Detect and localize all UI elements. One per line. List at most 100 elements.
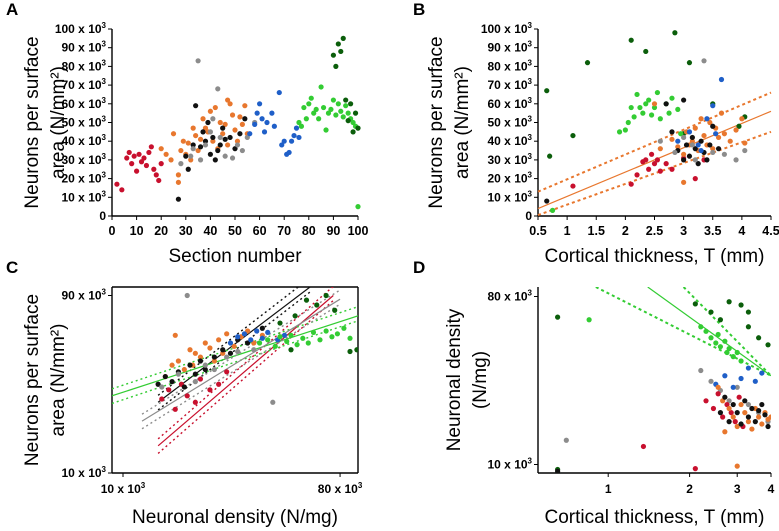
data-point-orange: [756, 414, 762, 420]
data-point-gray: [239, 147, 245, 154]
data-point-blue: [722, 373, 728, 379]
data-point-black: [205, 119, 211, 126]
data-point-red: [197, 376, 204, 382]
x-tick-label: 2: [686, 482, 693, 496]
data-point-gray: [224, 354, 230, 360]
data-point-black: [259, 325, 265, 331]
data-point-orange: [222, 121, 228, 127]
x-tick-label: 80 x 103: [318, 481, 363, 496]
data-point-orange: [168, 157, 174, 163]
data-point-green: [308, 95, 314, 101]
data-point-orange: [175, 172, 182, 178]
data-point-darkgreen: [584, 60, 591, 66]
data-point-red: [158, 161, 164, 167]
data-point-orange: [715, 134, 722, 141]
data-point-green: [640, 110, 646, 116]
data-point-darkgreen: [355, 125, 361, 131]
data-point-blue: [248, 337, 254, 343]
data-point-green: [330, 97, 336, 103]
data-point-green: [726, 345, 732, 352]
data-point-gray: [681, 134, 687, 141]
data-point-black: [722, 394, 728, 400]
y-tick-label: 90 x 103: [62, 40, 107, 55]
data-point-black: [202, 366, 208, 373]
data-point-green: [288, 332, 294, 338]
data-point-green: [715, 331, 721, 338]
x-tick-label: 3.5: [704, 224, 721, 238]
data-point-red: [184, 393, 190, 399]
y-tick-label: 40 x 103: [62, 133, 107, 148]
data-point-darkgreen: [354, 347, 358, 353]
data-point-red: [136, 151, 142, 157]
data-point-green: [305, 340, 311, 346]
data-point-orange: [195, 147, 201, 154]
data-point-green: [298, 123, 305, 129]
data-point-blue: [259, 335, 265, 341]
data-point-orange: [707, 119, 713, 126]
data-point-red: [570, 183, 576, 189]
data-point-green: [325, 110, 332, 116]
data-point-orange: [197, 354, 204, 360]
data-point-gray: [710, 149, 716, 156]
data-point-gray: [734, 384, 740, 390]
data-point-black: [717, 410, 724, 416]
data-point-blue: [254, 328, 260, 334]
data-point-gray: [207, 129, 213, 135]
data-point-red: [134, 168, 140, 174]
data-point-black: [220, 347, 226, 353]
y-tick-label: 20 x 103: [488, 171, 533, 186]
data-point-green: [323, 127, 329, 133]
data-point-red: [138, 159, 145, 165]
data-point-black: [200, 129, 206, 135]
data-point-blue: [254, 110, 260, 116]
data-point-orange: [190, 125, 196, 131]
x-tick-label: 3: [734, 482, 741, 496]
x-tick-label: 1.5: [588, 224, 605, 238]
data-point-green: [347, 335, 353, 341]
data-point-blue: [718, 76, 725, 83]
data-point-blue: [241, 331, 248, 337]
data-point-blue: [745, 365, 752, 371]
fit-line-green: [112, 315, 358, 397]
data-point-black: [765, 423, 771, 430]
data-point-red: [153, 172, 159, 178]
y-tick-label: 60 x 103: [62, 96, 107, 111]
data-point-green: [345, 110, 351, 116]
data-point-red: [736, 394, 742, 400]
data-point-darkgreen: [672, 30, 678, 36]
y-tick-label: 10 x 103: [62, 189, 107, 204]
fit-ci-green: [112, 305, 358, 390]
data-point-orange: [193, 132, 199, 139]
data-point-green: [657, 116, 663, 122]
data-point-blue: [281, 332, 288, 338]
data-point-red: [628, 181, 634, 187]
data-point-green: [284, 338, 290, 344]
data-point-green: [708, 335, 714, 341]
data-point-green: [296, 119, 302, 126]
data-point-darkgreen: [288, 347, 294, 353]
data-point-green: [335, 101, 341, 107]
fit-ci-red: [157, 299, 334, 454]
data-point-black: [197, 358, 204, 364]
data-point-black: [245, 340, 251, 346]
data-point-green: [329, 334, 335, 340]
fit-line-red: [157, 295, 334, 447]
data-point-darkgreen: [555, 314, 561, 320]
data-point-darkgreen: [547, 153, 553, 159]
data-point-red: [710, 405, 717, 412]
data-point-darkgreen: [348, 101, 354, 107]
data-point-orange: [237, 114, 243, 120]
data-point-orange: [242, 103, 248, 109]
y-tick-label: 70 x 103: [488, 77, 533, 92]
data-point-red: [643, 157, 649, 163]
data-point-gray: [222, 153, 228, 159]
data-point-black: [192, 371, 198, 377]
data-point-red: [124, 155, 130, 161]
data-point-green: [734, 349, 740, 356]
y-tick-label: 10 x 103: [488, 456, 533, 471]
data-point-black: [162, 373, 168, 380]
fit-ci-gray: [141, 289, 341, 415]
data-point-orange: [207, 108, 213, 114]
data-point-orange: [170, 131, 177, 137]
data-point-black: [169, 379, 175, 385]
